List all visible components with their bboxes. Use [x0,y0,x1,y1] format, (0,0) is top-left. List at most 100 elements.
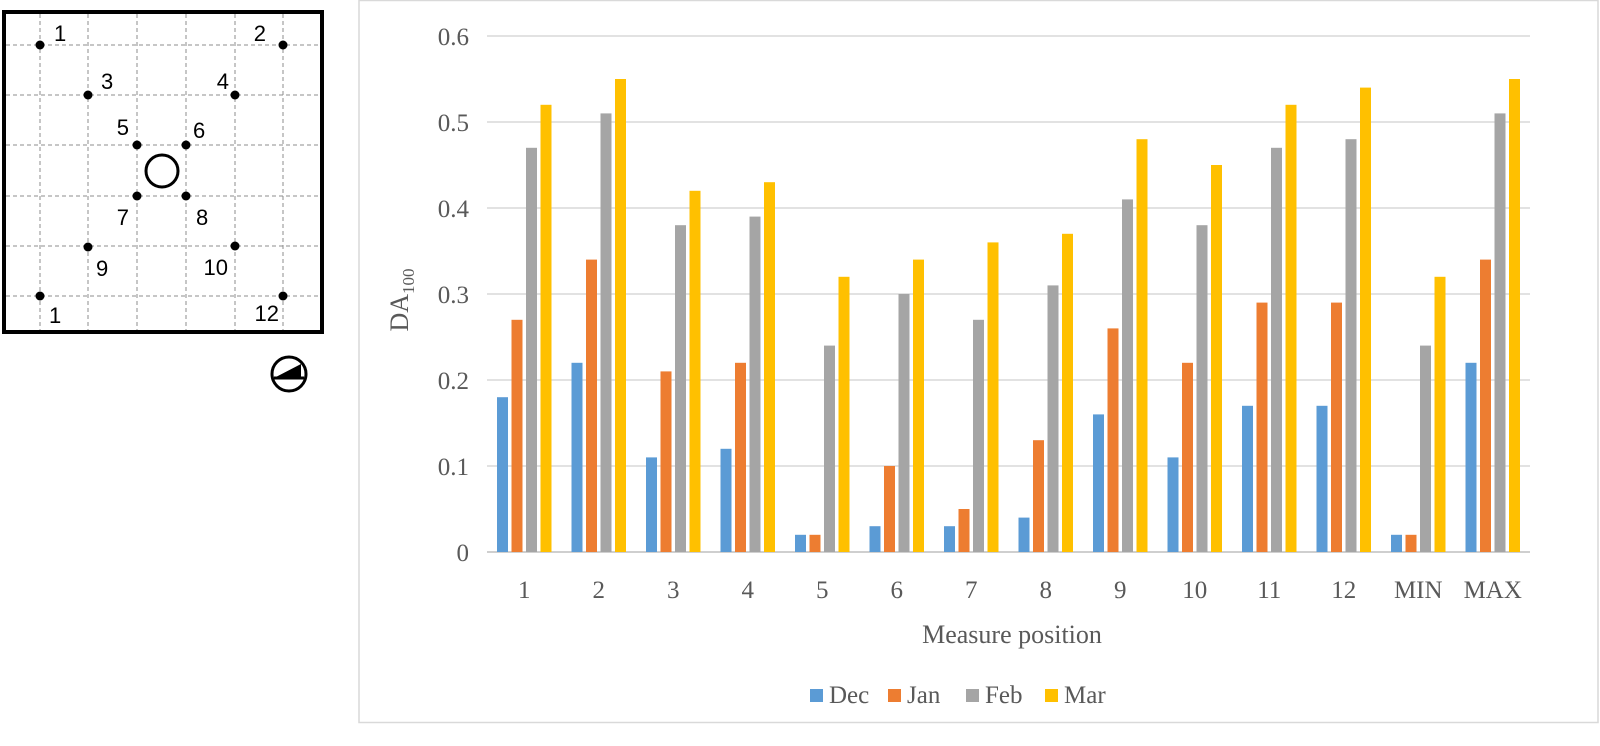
measure-point-label-10: 10 [204,255,228,280]
measure-point-label-11: 1 [49,303,61,328]
measure-point-label-9: 9 [96,256,108,281]
bar-feb-9 [1122,199,1133,552]
light-pipe-circle [144,153,180,189]
y-tick-label: 0.1 [438,454,469,481]
measure-point-8 [181,191,191,201]
bar-mar-4 [764,182,775,552]
bar-jan-11 [1256,302,1268,552]
legend-swatch-feb [966,689,979,702]
bar-feb-8 [1047,285,1059,552]
measure-point-10 [230,241,240,251]
measure-point-label-8: 8 [196,205,208,230]
bar-jan-1 [511,319,523,552]
bar-jan-max [1480,259,1491,552]
legend: Dec Jan Feb Mar [810,682,1106,709]
bar-chart: 00.10.20.30.40.50.6 1 2 3 4 5 6 7 8 9 10 11 12 MIN MA… [358,0,1599,724]
y-tick-label: 0.4 [438,196,470,223]
bar-feb-12 [1345,139,1357,552]
x-tick-label: 6 [891,577,904,604]
measure-point-12 [278,291,288,301]
legend-label-dec: Dec [829,682,869,709]
measure-point-6 [181,140,191,150]
bar-dec-4 [720,448,732,552]
bar-mar-12 [1360,87,1371,552]
y-tick-label: 0.2 [438,368,469,395]
y-tick-label: 0.3 [438,282,469,309]
bar-feb-5 [824,345,835,552]
floor-plan: 1 23 45 67 89 101 12 [2,10,324,393]
bar-jan-9 [1107,328,1119,552]
bar-jan-6 [884,466,895,552]
bar-jan-7 [958,509,970,552]
north-arrow-icon [270,355,308,393]
measure-point-label-12: 12 [255,301,279,326]
x-tick-label: 2 [593,577,606,604]
bar-jan-12 [1331,302,1342,552]
bar-dec-1 [497,397,508,552]
measure-point-3 [83,90,93,100]
bar-jan-10 [1182,362,1193,552]
legend-swatch-dec [810,689,823,702]
bar-dec-8 [1018,517,1030,552]
x-tick-label: MAX [1464,577,1522,604]
measure-point-label-6: 6 [193,118,205,143]
y-tick-label: 0.6 [438,24,469,51]
bar-dec-9 [1093,414,1104,552]
plan-grid [6,14,320,330]
bar-mar-11 [1285,104,1297,553]
bar-mar-7 [987,242,999,552]
bar-mar-9 [1136,139,1148,552]
bar-jan-4 [735,362,746,552]
bar-jan-min [1405,534,1417,552]
measure-point-label-5: 5 [117,115,129,140]
x-tick-label: 4 [742,577,755,604]
y-tick-label: 0 [457,540,470,567]
x-tick-label: 5 [816,577,829,604]
gridlines [487,35,1530,553]
measure-point-7 [132,191,142,201]
legend-label-jan: Jan [907,682,941,709]
measure-point-9 [83,242,93,252]
bar-dec-3 [646,457,657,552]
measure-point-5 [132,140,142,150]
measure-point-1 [35,40,45,50]
legend-swatch-jan [888,689,901,702]
x-axis-label: Measure position [922,620,1102,649]
bar-feb-min [1420,345,1431,552]
measure-point-label-7: 7 [117,205,129,230]
plan-border [2,10,324,334]
bar-feb-10 [1196,225,1208,552]
measure-point-11 [35,291,45,301]
bar-feb-1 [526,147,537,553]
bar-feb-7 [973,319,984,552]
bar-feb-6 [898,294,910,552]
x-tick-labels: 1 2 3 4 5 6 7 8 9 10 11 12 MIN MAX [518,577,1522,604]
bar-mar-max [1509,79,1520,552]
measure-point-label-2: 2 [254,21,266,46]
chart-frame [358,0,1599,724]
y-axis-label-main: DA [385,294,414,332]
legend-swatch-mar [1045,689,1058,702]
x-tick-label: 10 [1182,577,1207,604]
bar-mar-3 [689,190,701,553]
bar-feb-3 [675,225,686,552]
bar-dec-12 [1316,405,1328,552]
bars [497,79,1520,553]
bar-mar-8 [1062,233,1073,553]
x-tick-label: 7 [965,577,978,604]
measure-point-4 [230,90,240,100]
bar-jan-3 [660,371,672,552]
y-tick-labels: 0 0.1 0.2 0.3 0.4 0.5 0.6 [438,24,470,567]
bar-mar-1 [540,104,552,553]
bar-mar-5 [838,276,850,552]
bar-dec-11 [1242,405,1253,552]
bar-feb-11 [1271,147,1282,553]
bar-feb-4 [749,216,761,552]
bar-dec-7 [944,526,955,552]
x-tick-label: MIN [1394,577,1443,604]
legend-label-feb: Feb [985,682,1023,709]
bar-jan-5 [809,534,821,552]
x-tick-label: 12 [1331,577,1356,604]
bar-jan-8 [1033,440,1044,552]
x-tick-label: 3 [667,577,680,604]
